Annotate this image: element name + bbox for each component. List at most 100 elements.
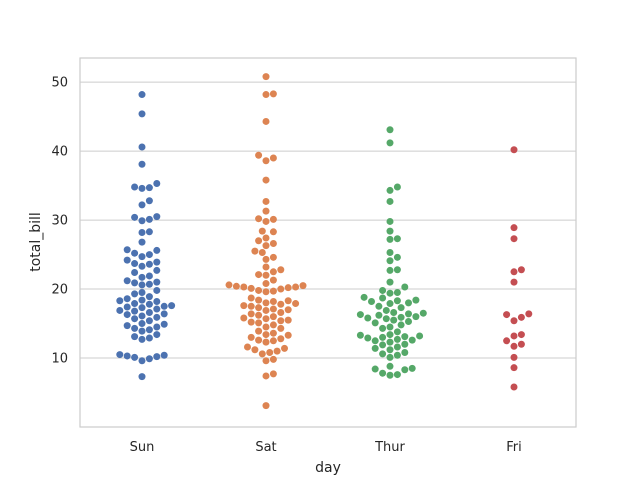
point-sat	[255, 336, 263, 344]
point-thur	[397, 321, 405, 329]
point-sun	[145, 300, 153, 308]
point-thur	[386, 266, 394, 274]
point-sat	[281, 344, 288, 352]
point-sun	[131, 279, 139, 287]
point-sat	[244, 343, 251, 351]
point-sat	[284, 284, 292, 292]
point-sat	[262, 217, 270, 225]
x-tick-label-sat: Sat	[255, 440, 276, 455]
point-sat	[247, 333, 255, 341]
point-sun	[138, 320, 146, 328]
point-sat	[262, 372, 270, 380]
point-sat	[277, 335, 285, 343]
point-sat	[269, 287, 277, 295]
point-fri	[503, 337, 511, 345]
point-sun	[138, 91, 146, 99]
point-thur	[397, 313, 405, 321]
point-sat	[232, 282, 240, 290]
point-thur	[364, 314, 372, 322]
point-thur	[408, 336, 416, 344]
point-sat	[255, 319, 263, 327]
point-thur	[386, 235, 394, 243]
point-sun	[138, 273, 146, 281]
point-sat	[269, 337, 277, 345]
point-thur	[393, 253, 401, 261]
point-sun	[131, 183, 139, 191]
point-sat	[299, 282, 307, 290]
point-sun	[160, 320, 168, 328]
point-sun	[138, 357, 146, 365]
point-sun	[138, 312, 146, 320]
point-sun	[131, 249, 139, 257]
y-tick-labels: 10 20 30 40 50	[51, 76, 68, 367]
point-sat	[255, 215, 263, 223]
point-thur	[393, 289, 401, 296]
point-thur	[386, 338, 394, 346]
point-sun	[153, 258, 161, 266]
point-thur	[416, 332, 424, 340]
point-thur	[390, 309, 398, 317]
point-sun	[145, 309, 153, 317]
point-sun	[145, 215, 153, 223]
point-sun	[131, 315, 139, 323]
point-sun	[145, 326, 153, 334]
point-thur	[393, 328, 401, 336]
point-thur	[386, 217, 394, 225]
point-thur	[356, 311, 364, 319]
point-sat	[262, 263, 270, 271]
y-tick-label: 40	[51, 145, 68, 160]
point-sun	[145, 184, 153, 192]
point-sat	[262, 315, 270, 323]
point-sun	[123, 246, 131, 254]
point-sat	[247, 284, 255, 292]
point-sat	[269, 297, 277, 305]
point-sat	[247, 318, 255, 326]
point-sat	[284, 316, 292, 324]
point-sun	[131, 260, 139, 268]
point-sat	[258, 249, 266, 256]
point-sun	[131, 290, 139, 298]
point-fri	[510, 278, 518, 286]
point-sat	[262, 331, 270, 339]
point-sat	[255, 237, 263, 245]
point-sun	[138, 281, 146, 289]
point-thur	[382, 306, 390, 314]
point-sat	[255, 311, 263, 319]
point-sat	[277, 300, 285, 308]
point-sat	[255, 296, 263, 304]
point-thur	[386, 126, 394, 134]
point-sat	[262, 299, 270, 307]
point-sat	[269, 253, 277, 261]
point-sun	[138, 238, 146, 246]
point-thur	[382, 315, 390, 323]
point-thur	[386, 139, 394, 147]
point-sun	[138, 296, 146, 304]
x-tick-label-fri: Fri	[506, 440, 522, 455]
point-sun	[131, 269, 139, 276]
point-sat	[262, 357, 270, 365]
point-sun	[153, 213, 161, 221]
point-fri	[510, 317, 518, 325]
point-sun	[138, 229, 146, 236]
point-fri	[510, 353, 518, 361]
point-sat	[269, 276, 277, 284]
point-sat	[225, 281, 233, 289]
plot-area	[79, 57, 577, 428]
point-thur	[379, 350, 387, 358]
point-thur	[393, 351, 401, 359]
point-sun	[153, 286, 161, 294]
point-sat	[284, 306, 292, 314]
point-sun	[160, 351, 168, 359]
point-sat	[269, 268, 277, 276]
point-sat	[258, 350, 266, 358]
point-thur	[386, 362, 394, 370]
point-thur	[393, 335, 401, 343]
point-thur	[405, 310, 412, 318]
point-sat	[255, 304, 263, 312]
data-points	[116, 73, 533, 410]
point-thur	[386, 289, 394, 297]
point-sat	[247, 294, 255, 302]
point-sat	[255, 151, 263, 159]
point-sat	[262, 197, 270, 205]
point-sun	[131, 353, 139, 361]
